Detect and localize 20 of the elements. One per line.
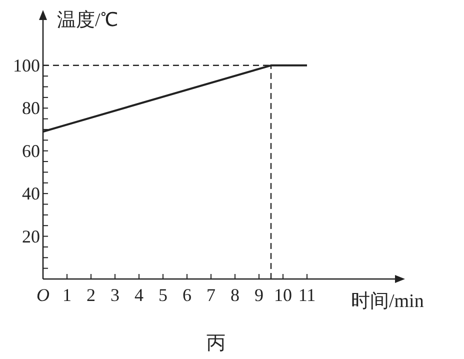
- x-tick-label: O: [36, 285, 50, 305]
- x-tick-label: 2: [86, 285, 96, 305]
- x-tick-label: 6: [182, 285, 192, 305]
- x-tick-label: 1: [62, 285, 72, 305]
- x-axis-title: 时间/min: [351, 291, 424, 312]
- text: 丙: [206, 333, 226, 354]
- y-tick-label: 80: [22, 98, 40, 118]
- x-tick-label: 9: [254, 285, 264, 305]
- x-tick-label: 7: [206, 285, 216, 305]
- x-tick-label: 5: [158, 285, 168, 305]
- x-tick-label: 8: [230, 285, 240, 305]
- y-tick-label: 40: [22, 184, 40, 204]
- x-tick-label: 11: [298, 285, 316, 305]
- y-tick-label: 20: [22, 226, 40, 246]
- x-tick-label: 4: [134, 285, 144, 305]
- y-tick-label: 100: [13, 55, 40, 76]
- x-tick-label: 3: [110, 285, 120, 305]
- y-axis-title: 温度/℃: [57, 9, 118, 31]
- x-tick-label: 10: [274, 285, 292, 305]
- y-tick-label: 60: [22, 140, 40, 161]
